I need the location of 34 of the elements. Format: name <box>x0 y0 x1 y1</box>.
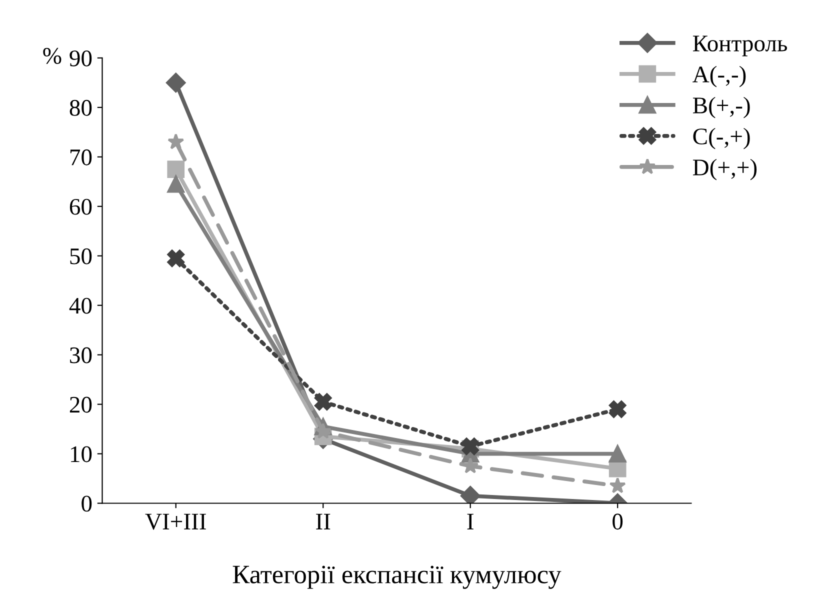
x-tick-label: I <box>467 514 474 530</box>
y-tick-label: 70 <box>70 149 92 166</box>
x-tick-label: VI+III <box>145 514 206 530</box>
y-tick-label: 20 <box>70 396 92 413</box>
point <box>167 250 185 268</box>
point <box>314 393 332 411</box>
point <box>166 72 186 93</box>
point <box>608 445 626 462</box>
y-tick-label: 50 <box>70 248 92 264</box>
legend-label: D(+,+) <box>692 158 757 180</box>
point <box>314 422 332 439</box>
point <box>462 457 479 474</box>
legend-label: A(-,-) <box>692 66 746 88</box>
y-tick-label: 30 <box>70 347 92 364</box>
x-tick-label: II <box>316 514 330 530</box>
legend-label: B(+,-) <box>692 96 750 118</box>
legend-label: Контроль <box>692 36 788 56</box>
legend-label: C(-,+) <box>693 128 750 150</box>
y-tick-label: 40 <box>69 298 92 314</box>
point <box>609 477 626 494</box>
point <box>608 400 626 418</box>
y-tick-label: 90 <box>70 50 92 66</box>
x-axis-title: Категорії експансії кумулюсу <box>232 566 562 589</box>
x-tick-label: 0 <box>612 514 623 530</box>
y-axis-title: % <box>43 48 62 64</box>
point <box>462 438 480 456</box>
y-tick-label: 0 <box>82 496 92 512</box>
point <box>167 160 185 178</box>
point <box>168 133 184 150</box>
point <box>167 175 185 193</box>
y-tick-label: 60 <box>70 198 92 215</box>
point <box>460 486 480 504</box>
y-tick-label: 10 <box>70 446 92 462</box>
y-tick-label: 80 <box>70 100 92 116</box>
